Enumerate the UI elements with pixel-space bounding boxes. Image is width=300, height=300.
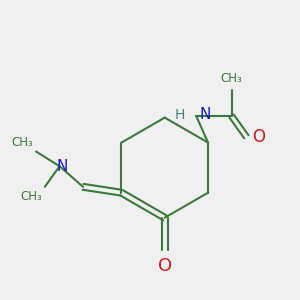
Text: O: O <box>252 128 265 146</box>
Text: N: N <box>199 107 211 122</box>
Text: CH₃: CH₃ <box>221 72 242 85</box>
Text: N: N <box>57 159 68 174</box>
Text: CH₃: CH₃ <box>20 190 42 203</box>
Text: H: H <box>174 108 184 122</box>
Text: O: O <box>158 257 172 275</box>
Text: CH₃: CH₃ <box>11 136 33 148</box>
